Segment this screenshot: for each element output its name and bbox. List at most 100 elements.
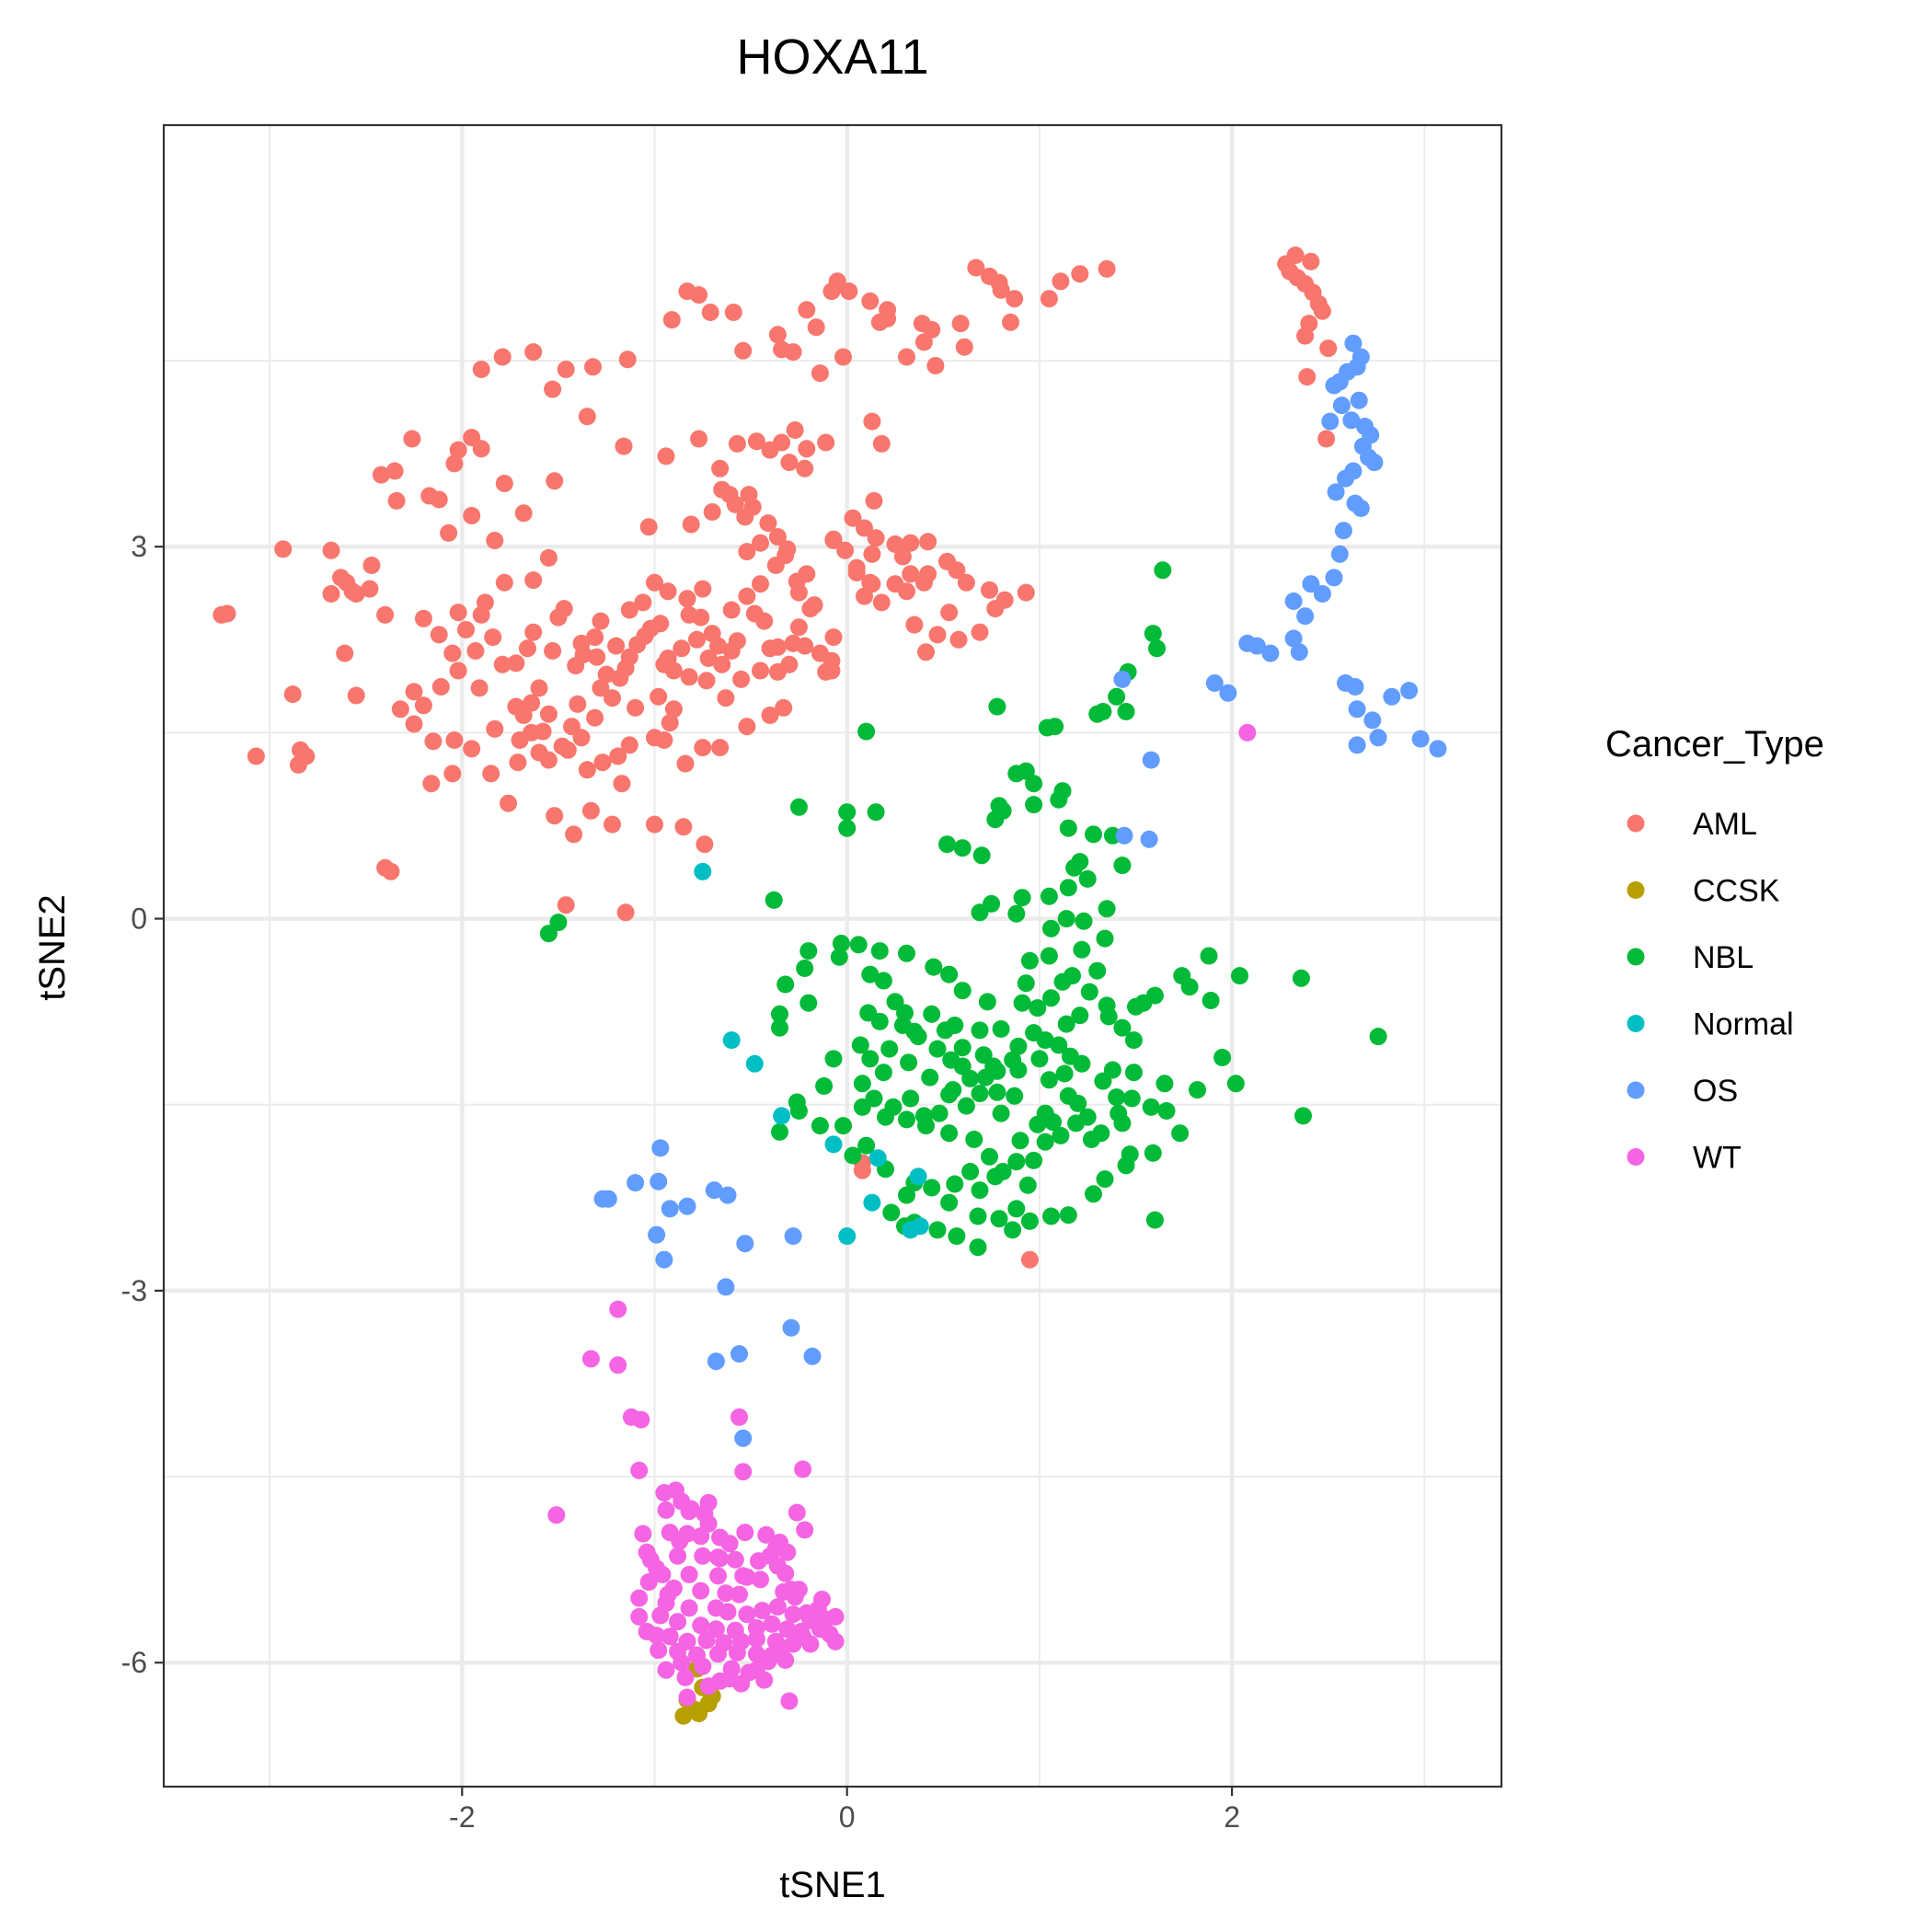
data-point-aml — [581, 801, 600, 820]
data-point-nbl — [1117, 703, 1135, 720]
data-point-aml — [472, 440, 490, 458]
data-point-aml — [766, 557, 785, 574]
data-point-aml — [1020, 1250, 1039, 1269]
data-point-aml — [247, 747, 265, 765]
data-point-nbl — [902, 1089, 920, 1108]
data-point-aml — [856, 587, 873, 605]
data-point-nbl — [884, 1098, 903, 1116]
data-point-nbl — [771, 1005, 788, 1023]
data-point-aml — [430, 626, 448, 644]
data-point-nbl — [1044, 1113, 1062, 1132]
data-point-aml — [463, 507, 481, 524]
data-point-nbl — [1029, 1115, 1047, 1133]
data-point-aml — [565, 825, 583, 844]
data-point-aml — [732, 670, 751, 688]
y-tick-label: 0 — [131, 903, 147, 936]
data-point-aml — [796, 459, 814, 477]
data-point-aml — [569, 695, 587, 713]
data-point-nbl — [1057, 1015, 1075, 1033]
data-point-aml — [676, 754, 695, 773]
data-point-aml — [986, 600, 1005, 618]
data-point-nbl — [1036, 1133, 1054, 1151]
data-point-aml — [486, 719, 504, 738]
data-point-aml — [593, 753, 612, 772]
data-point-wt — [811, 1620, 829, 1639]
data-point-aml — [661, 714, 679, 732]
data-point-nbl — [1042, 1207, 1060, 1225]
data-point-nbl — [1113, 857, 1132, 875]
data-point-nbl — [853, 1075, 871, 1093]
legend-key-ccsk — [1627, 881, 1645, 899]
data-point-nbl — [1098, 900, 1116, 918]
legend-item-aml: AML — [1627, 807, 1757, 842]
data-point-aml — [1006, 290, 1024, 308]
data-point-aml — [597, 665, 615, 684]
data-point-aml — [828, 272, 846, 291]
data-point-aml — [778, 540, 797, 558]
data-point-os — [1261, 644, 1280, 662]
data-point-aml — [951, 315, 970, 333]
data-point-nbl — [1025, 1151, 1043, 1169]
data-point-aml — [322, 541, 340, 559]
data-point-nbl — [1108, 687, 1126, 706]
data-point-aml — [759, 514, 777, 533]
data-point-aml — [692, 608, 710, 627]
data-point-nbl — [851, 1036, 869, 1054]
data-point-wt — [609, 1300, 627, 1318]
data-point-aml — [722, 642, 741, 660]
data-point-nbl — [1036, 1031, 1054, 1050]
data-point-wt — [757, 1525, 776, 1544]
data-point-aml — [738, 543, 756, 561]
data-point-aml — [913, 315, 931, 333]
data-point-nbl — [1202, 992, 1220, 1009]
data-point-nbl — [923, 1005, 941, 1023]
data-point-nbl — [1088, 961, 1107, 980]
data-point-nbl — [870, 1012, 889, 1030]
data-point-os — [1369, 729, 1387, 747]
data-point-aml — [919, 565, 937, 583]
data-point-nbl — [874, 1064, 892, 1082]
data-point-nbl — [978, 993, 996, 1011]
data-point-aml — [971, 623, 989, 641]
data-point-aml — [1017, 583, 1035, 602]
data-point-os — [1284, 592, 1303, 610]
data-point-aml — [847, 564, 866, 581]
data-point-nbl — [1009, 1061, 1028, 1079]
data-point-aml — [773, 433, 791, 452]
data-point-nbl — [1042, 919, 1060, 937]
data-point-aml — [717, 689, 735, 707]
data-point-os — [730, 1345, 748, 1363]
data-point-nbl — [971, 1181, 989, 1200]
data-point-aml — [734, 341, 753, 360]
data-point-nbl — [799, 994, 818, 1012]
data-point-nbl — [1006, 1087, 1024, 1105]
data-point-aml — [524, 343, 543, 362]
data-point-aml — [584, 358, 602, 376]
data-point-aml — [768, 528, 787, 546]
data-point-aml — [1098, 259, 1116, 278]
data-point-os — [648, 1225, 666, 1244]
data-point-nbl — [971, 1021, 989, 1040]
data-point-aml — [634, 593, 652, 612]
data-point-os — [1346, 678, 1364, 696]
data-point-os — [1142, 751, 1160, 769]
data-point-aml — [738, 718, 756, 736]
data-point-nbl — [1004, 1221, 1022, 1239]
data-point-aml — [699, 650, 718, 667]
data-point-aml — [724, 304, 742, 321]
data-point-aml — [711, 739, 730, 757]
data-point-os — [650, 1172, 668, 1190]
data-point-wt — [738, 1605, 756, 1624]
data-point-nbl — [1200, 947, 1218, 965]
data-point-aml — [798, 440, 816, 458]
data-point-aml — [775, 698, 793, 717]
data-point-nbl — [549, 914, 568, 932]
data-point-aml — [387, 491, 406, 510]
data-point-os — [1284, 629, 1303, 648]
data-point-aml — [688, 630, 706, 649]
data-point-wt — [641, 1550, 660, 1569]
data-point-aml — [420, 487, 439, 505]
data-point-nbl — [986, 1167, 1005, 1186]
data-point-os — [1296, 607, 1315, 626]
data-point-wt — [657, 1661, 675, 1679]
